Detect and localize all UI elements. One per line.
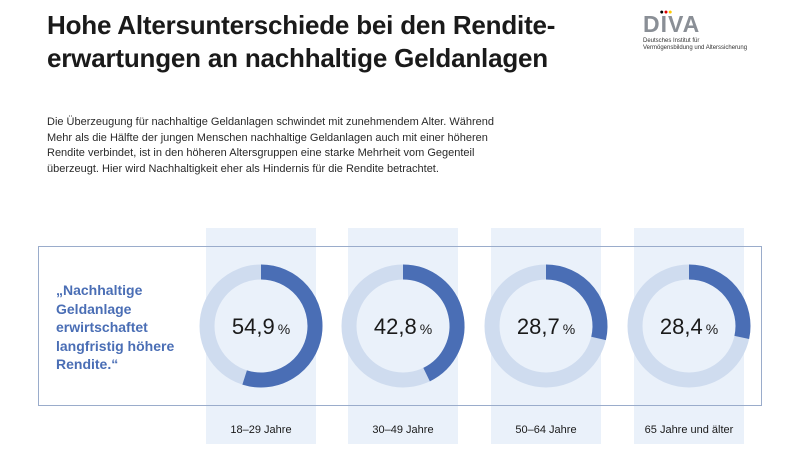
- page-title: Hohe Altersunterschiede bei den Rendite-…: [47, 9, 607, 75]
- chart-frame: [38, 246, 762, 406]
- donut-value-arc-50-64: [545, 264, 608, 341]
- category-label-30-49: 30–49 Jahre: [372, 424, 434, 436]
- column-band-65-plus: [634, 228, 744, 444]
- intro-paragraph: Die Überzeugung für nachhaltige Geldanla…: [47, 115, 567, 177]
- donut-value-arc-18-29: [242, 264, 323, 388]
- logo-letter-d: D: [643, 11, 661, 37]
- donut-value-arc-30-49: [402, 264, 465, 382]
- title-line-1: Hohe Altersunterschiede bei den Rendite-: [47, 10, 556, 40]
- intro-line-2: Mehr als die Hälfte der jungen Menschen …: [47, 131, 488, 144]
- intro-line-4: überzeugt. Hier wird Nachhaltigkeit eher…: [47, 162, 439, 175]
- statement-line-5: Rendite.“: [56, 356, 119, 372]
- donut-value-label-30-49: 42,8%: [374, 314, 432, 339]
- column-band-50-64: [491, 228, 601, 444]
- statement-line-1: „Nachhaltige: [56, 282, 143, 298]
- category-label-18-29: 18–29 Jahre: [230, 424, 292, 436]
- category-label-50-64: 50–64 Jahre: [515, 424, 577, 436]
- logo-letters-va: VA: [668, 11, 701, 37]
- flag-dots-icon: ●●●: [659, 9, 673, 16]
- intro-line-1: Die Überzeugung für nachhaltige Geldanla…: [47, 116, 494, 128]
- title-line-2: erwartungen an nachhaltige Geldanlagen: [47, 43, 548, 73]
- logo-subtitle: Deutsches Institut für Vermögensbildung …: [643, 38, 783, 52]
- donut-value-label-18-29: 54,9%: [232, 314, 290, 339]
- statement-line-2: Geldanlage: [56, 300, 132, 317]
- column-band-30-49: [348, 228, 458, 444]
- statement-line-4: langfristig höhere: [56, 337, 175, 354]
- donut-value-label-65-plus: 28,4%: [660, 314, 718, 339]
- logo-wordmark: D ●●● IVA: [643, 9, 783, 37]
- logo-subtitle-line-1: Deutsches Institut für: [643, 38, 700, 44]
- donut-value-arc-65-plus: [688, 264, 751, 340]
- intro-line-3: Rendite verbindet, ist in den höheren Al…: [47, 147, 475, 159]
- donut-value-label-50-64: 28,7%: [517, 314, 575, 339]
- column-band-18-29: [206, 228, 316, 444]
- logo-subtitle-line-2: Vermögensbildung und Alterssicherung: [643, 45, 748, 51]
- category-label-65-plus: 65 Jahre und älter: [644, 424, 734, 436]
- logo-letter-i-with-flag-dots: ●●● I: [659, 9, 673, 37]
- diva-logo: D ●●● IVA Deutsches Institut für Vermögens…: [643, 9, 783, 52]
- chart-statement: „Nachhaltige Geldanlage erwirtschaftet l…: [56, 281, 206, 374]
- statement-line-3: erwirtschaftet: [56, 319, 148, 335]
